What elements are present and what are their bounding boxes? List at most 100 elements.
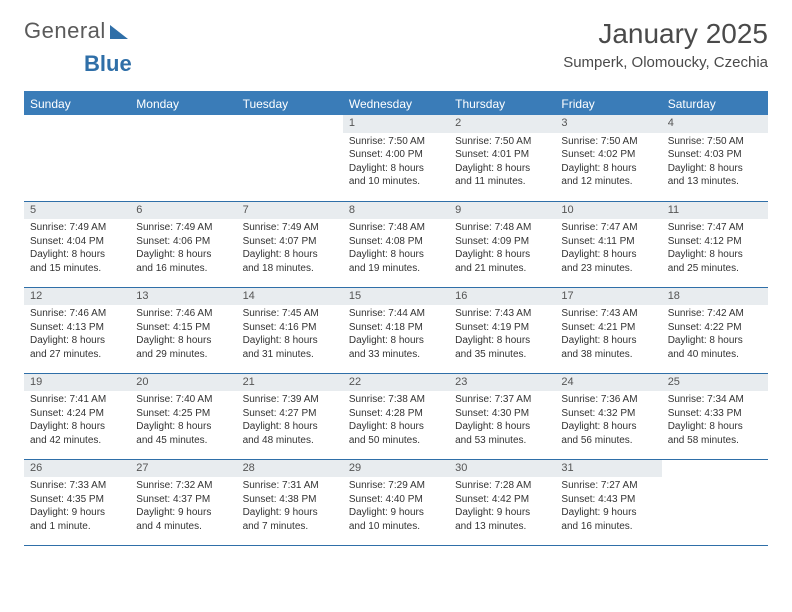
day-info-line: and 25 minutes. bbox=[668, 263, 762, 276]
calendar-day-cell: 9Sunrise: 7:48 AMSunset: 4:09 PMDaylight… bbox=[449, 201, 555, 287]
day-number: 16 bbox=[449, 288, 555, 306]
day-number: 27 bbox=[130, 460, 236, 478]
day-info-line: Sunset: 4:00 PM bbox=[349, 149, 443, 162]
day-info-line: Sunrise: 7:34 AM bbox=[668, 394, 762, 407]
day-info-line: Sunrise: 7:47 AM bbox=[668, 222, 762, 235]
title-block: January 2025 Sumperk, Olomoucky, Czechia bbox=[563, 18, 768, 71]
day-number: 4 bbox=[662, 115, 768, 133]
day-info: Sunrise: 7:41 AMSunset: 4:24 PMDaylight:… bbox=[24, 391, 130, 452]
day-info-line: Sunrise: 7:28 AM bbox=[455, 480, 549, 493]
day-info-line: Sunset: 4:06 PM bbox=[136, 236, 230, 249]
calendar-day-cell: 3Sunrise: 7:50 AMSunset: 4:02 PMDaylight… bbox=[555, 115, 661, 201]
day-info: Sunrise: 7:38 AMSunset: 4:28 PMDaylight:… bbox=[343, 391, 449, 452]
day-info-line: Sunrise: 7:43 AM bbox=[455, 308, 549, 321]
day-number: 11 bbox=[662, 202, 768, 220]
calendar-day-cell: 1Sunrise: 7:50 AMSunset: 4:00 PMDaylight… bbox=[343, 115, 449, 201]
calendar-week-row: 5Sunrise: 7:49 AMSunset: 4:04 PMDaylight… bbox=[24, 201, 768, 287]
day-info-line: Sunrise: 7:36 AM bbox=[561, 394, 655, 407]
calendar-day-cell: 28Sunrise: 7:31 AMSunset: 4:38 PMDayligh… bbox=[237, 459, 343, 545]
calendar-day-cell: 29Sunrise: 7:29 AMSunset: 4:40 PMDayligh… bbox=[343, 459, 449, 545]
day-info: Sunrise: 7:31 AMSunset: 4:38 PMDaylight:… bbox=[237, 477, 343, 538]
calendar-day-cell: 24Sunrise: 7:36 AMSunset: 4:32 PMDayligh… bbox=[555, 373, 661, 459]
day-info-line: Daylight: 8 hours bbox=[349, 335, 443, 348]
calendar-day-cell: 13Sunrise: 7:46 AMSunset: 4:15 PMDayligh… bbox=[130, 287, 236, 373]
day-info-line: Sunrise: 7:49 AM bbox=[136, 222, 230, 235]
logo-triangle-icon bbox=[110, 23, 130, 39]
day-info: Sunrise: 7:40 AMSunset: 4:25 PMDaylight:… bbox=[130, 391, 236, 452]
day-info: Sunrise: 7:33 AMSunset: 4:35 PMDaylight:… bbox=[24, 477, 130, 538]
day-info: Sunrise: 7:32 AMSunset: 4:37 PMDaylight:… bbox=[130, 477, 236, 538]
calendar-day-cell: 31Sunrise: 7:27 AMSunset: 4:43 PMDayligh… bbox=[555, 459, 661, 545]
day-info: Sunrise: 7:47 AMSunset: 4:12 PMDaylight:… bbox=[662, 219, 768, 280]
day-info-line: Sunset: 4:02 PM bbox=[561, 149, 655, 162]
day-number: 6 bbox=[130, 202, 236, 220]
day-info-line: Sunset: 4:01 PM bbox=[455, 149, 549, 162]
day-info-line: Daylight: 8 hours bbox=[455, 335, 549, 348]
day-info-line: and 13 minutes. bbox=[668, 176, 762, 189]
day-info-line: Daylight: 8 hours bbox=[30, 249, 124, 262]
day-info-line: Daylight: 9 hours bbox=[349, 507, 443, 520]
calendar-day-cell: 17Sunrise: 7:43 AMSunset: 4:21 PMDayligh… bbox=[555, 287, 661, 373]
day-info-line: Sunset: 4:19 PM bbox=[455, 322, 549, 335]
day-info-line: Daylight: 8 hours bbox=[668, 335, 762, 348]
calendar-day-cell: 7Sunrise: 7:49 AMSunset: 4:07 PMDaylight… bbox=[237, 201, 343, 287]
day-number: 23 bbox=[449, 374, 555, 392]
calendar-day-cell bbox=[662, 459, 768, 545]
day-info-line: Daylight: 8 hours bbox=[243, 421, 337, 434]
day-info: Sunrise: 7:46 AMSunset: 4:15 PMDaylight:… bbox=[130, 305, 236, 366]
calendar-day-cell: 15Sunrise: 7:44 AMSunset: 4:18 PMDayligh… bbox=[343, 287, 449, 373]
day-info-line: Sunset: 4:30 PM bbox=[455, 408, 549, 421]
calendar-week-row: 19Sunrise: 7:41 AMSunset: 4:24 PMDayligh… bbox=[24, 373, 768, 459]
day-info-line: Sunrise: 7:50 AM bbox=[561, 136, 655, 149]
day-info-line: and 4 minutes. bbox=[136, 521, 230, 534]
day-info-line: Sunrise: 7:29 AM bbox=[349, 480, 443, 493]
day-number: 20 bbox=[130, 374, 236, 392]
day-info-line: Daylight: 8 hours bbox=[561, 335, 655, 348]
day-info-line: and 27 minutes. bbox=[30, 349, 124, 362]
day-info-line: Daylight: 9 hours bbox=[243, 507, 337, 520]
day-info-line: and 53 minutes. bbox=[455, 435, 549, 448]
day-number: 5 bbox=[24, 202, 130, 220]
day-info-line: Daylight: 8 hours bbox=[243, 249, 337, 262]
day-info-line: Daylight: 9 hours bbox=[30, 507, 124, 520]
calendar-day-cell: 5Sunrise: 7:49 AMSunset: 4:04 PMDaylight… bbox=[24, 201, 130, 287]
day-info-line: Daylight: 8 hours bbox=[30, 335, 124, 348]
day-info-line: Daylight: 8 hours bbox=[349, 249, 443, 262]
calendar-day-cell: 19Sunrise: 7:41 AMSunset: 4:24 PMDayligh… bbox=[24, 373, 130, 459]
day-number: 7 bbox=[237, 202, 343, 220]
day-number: 30 bbox=[449, 460, 555, 478]
calendar-day-cell: 18Sunrise: 7:42 AMSunset: 4:22 PMDayligh… bbox=[662, 287, 768, 373]
day-info-line: and 38 minutes. bbox=[561, 349, 655, 362]
weekday-header: Saturday bbox=[662, 92, 768, 115]
day-info-line: Sunrise: 7:50 AM bbox=[455, 136, 549, 149]
day-info-line: Sunset: 4:24 PM bbox=[30, 408, 124, 421]
weekday-header: Tuesday bbox=[237, 92, 343, 115]
location-text: Sumperk, Olomoucky, Czechia bbox=[563, 54, 768, 71]
day-number: 15 bbox=[343, 288, 449, 306]
day-info-line: Daylight: 8 hours bbox=[455, 163, 549, 176]
day-info-line: Sunrise: 7:48 AM bbox=[349, 222, 443, 235]
day-info-line: and 48 minutes. bbox=[243, 435, 337, 448]
day-info-line: Sunset: 4:03 PM bbox=[668, 149, 762, 162]
calendar-body: 1Sunrise: 7:50 AMSunset: 4:00 PMDaylight… bbox=[24, 115, 768, 545]
day-number: 28 bbox=[237, 460, 343, 478]
day-info-line: Sunset: 4:27 PM bbox=[243, 408, 337, 421]
day-number: 2 bbox=[449, 115, 555, 133]
day-info: Sunrise: 7:50 AMSunset: 4:01 PMDaylight:… bbox=[449, 133, 555, 194]
day-info: Sunrise: 7:50 AMSunset: 4:00 PMDaylight:… bbox=[343, 133, 449, 194]
day-info: Sunrise: 7:49 AMSunset: 4:04 PMDaylight:… bbox=[24, 219, 130, 280]
day-info-line: Daylight: 8 hours bbox=[455, 249, 549, 262]
calendar-day-cell: 6 Sunrise: 7:49 AMSunset: 4:06 PMDaylight… bbox=[130, 201, 236, 287]
calendar-day-cell: 11Sunrise: 7:47 AMSunset: 4:12 PMDayligh… bbox=[662, 201, 768, 287]
day-info-line: Sunset: 4:13 PM bbox=[30, 322, 124, 335]
day-info-line: and 56 minutes. bbox=[561, 435, 655, 448]
day-info-line: and 18 minutes. bbox=[243, 263, 337, 276]
day-info-line: Sunrise: 7:40 AM bbox=[136, 394, 230, 407]
day-info: Sunrise: 7:28 AMSunset: 4:42 PMDaylight:… bbox=[449, 477, 555, 538]
day-info-line: Daylight: 8 hours bbox=[136, 249, 230, 262]
calendar-day-cell: 27Sunrise: 7:32 AMSunset: 4:37 PMDayligh… bbox=[130, 459, 236, 545]
weekday-header-row: SundayMondayTuesdayWednesdayThursdayFrid… bbox=[24, 92, 768, 115]
day-number: 10 bbox=[555, 202, 661, 220]
calendar-day-cell: 23Sunrise: 7:37 AMSunset: 4:30 PMDayligh… bbox=[449, 373, 555, 459]
day-info-line: Sunset: 4:40 PM bbox=[349, 494, 443, 507]
